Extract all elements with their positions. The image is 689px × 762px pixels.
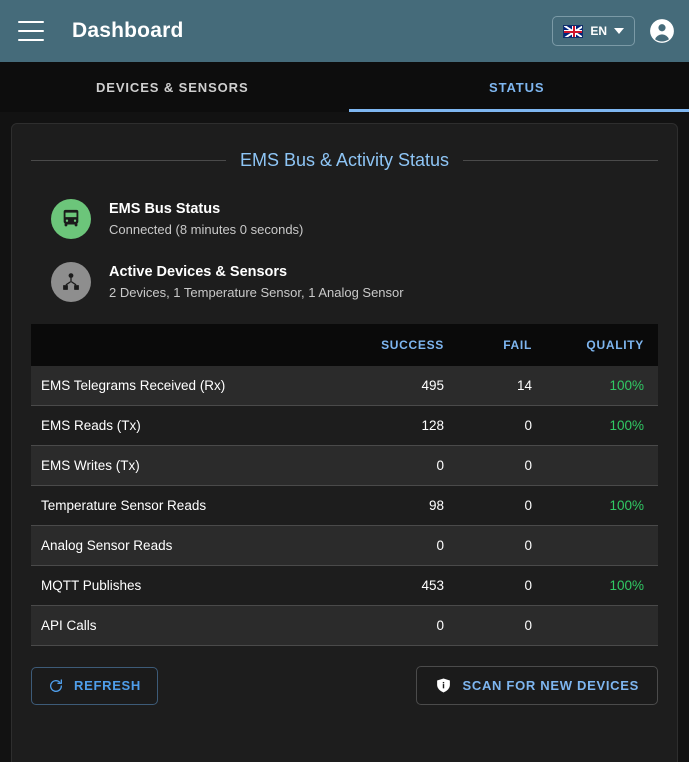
table-cell-quality: 100% [554, 405, 658, 447]
hamburger-menu-icon[interactable] [18, 21, 44, 41]
table-cell-success: 0 [354, 525, 462, 567]
table-cell-quality [554, 605, 658, 647]
status-row-ems-bus: EMS Bus Status Connected (8 minutes 0 se… [31, 199, 658, 240]
header-actions: EN [552, 16, 675, 46]
status-text-active-devices: Active Devices & Sensors 2 Devices, 1 Te… [109, 262, 404, 303]
table-cell-quality: 100% [554, 366, 658, 407]
table-header: SUCCESS FAIL QUALITY [31, 324, 658, 367]
table-cell-fail: 0 [462, 605, 554, 647]
table-row: API Calls 0 0 [31, 605, 658, 647]
scan-button-label: SCAN FOR NEW DEVICES [462, 678, 639, 694]
table-cell-success: 0 [354, 605, 462, 647]
table-row: EMS Writes (Tx) 0 0 [31, 445, 658, 487]
scan-for-new-devices-button[interactable]: SCAN FOR NEW DEVICES [416, 666, 658, 706]
status-card: EMS Bus & Activity Status EMS Bus Status… [11, 123, 678, 762]
language-label: EN [590, 24, 607, 38]
status-title: Active Devices & Sensors [109, 263, 288, 280]
column-header-name [31, 324, 354, 367]
table-cell-name: API Calls [31, 605, 354, 647]
table-body: EMS Telegrams Received (Rx) 495 14 100% EMS … [31, 366, 658, 647]
table-cell-name: EMS Telegrams Received (Rx) [31, 366, 354, 407]
table-cell-fail: 14 [462, 366, 554, 407]
device-hub-icon [51, 261, 91, 302]
table-row: Analog Sensor Reads 0 0 [31, 525, 658, 567]
status-list: EMS Bus Status Connected (8 minutes 0 se… [31, 199, 658, 302]
column-header-quality: QUALITY [554, 324, 658, 367]
table-cell-success: 495 [354, 366, 462, 407]
table-cell-name: EMS Reads (Tx) [31, 405, 354, 447]
table-cell-name: Analog Sensor Reads [31, 525, 354, 567]
table-cell-success: 0 [354, 445, 462, 487]
status-row-active-devices: Active Devices & Sensors 2 Devices, 1 Te… [31, 261, 658, 303]
page-title: Dashboard [72, 19, 184, 42]
table-cell-fail: 0 [462, 565, 554, 607]
shield-scan-icon [437, 678, 451, 693]
column-header-fail: FAIL [462, 324, 554, 367]
tab-status[interactable]: STATUS [345, 62, 689, 112]
table-cell-name: MQTT Publishes [31, 565, 354, 607]
card-legend: EMS Bus & Activity Status [31, 124, 659, 171]
table-cell-name: Temperature Sensor Reads [31, 485, 354, 527]
status-subtitle: Connected (8 minutes 0 seconds) [109, 222, 304, 238]
table-cell-quality [554, 525, 658, 567]
table-row: MQTT Publishes 453 0 100% [31, 565, 658, 607]
table-cell-fail: 0 [462, 405, 554, 447]
table-row: Temperature Sensor Reads 98 0 100% [31, 485, 658, 527]
table-cell-quality: 100% [554, 485, 658, 527]
legend-divider-left [31, 160, 226, 161]
refresh-button-label: REFRESH [74, 678, 142, 694]
table-cell-quality [554, 445, 658, 487]
table-cell-success: 128 [354, 405, 462, 447]
card-footer: REFRESH SCAN FOR NEW DEVICES [31, 666, 658, 706]
language-selector[interactable]: EN [552, 16, 635, 46]
activity-table: SUCCESS FAIL QUALITY EMS Telegrams Recei… [31, 324, 658, 647]
tab-devices-sensors[interactable]: DEVICES & SENSORS [95, 79, 249, 95]
table-cell-success: 98 [354, 485, 462, 527]
table-cell-fail: 0 [462, 525, 554, 567]
table-row: EMS Reads (Tx) 128 0 100% [31, 405, 658, 447]
status-text-ems-bus: EMS Bus Status Connected (8 minutes 0 se… [109, 199, 303, 240]
account-circle-icon[interactable] [649, 18, 675, 44]
bus-icon [51, 199, 91, 240]
table-row: EMS Telegrams Received (Rx) 495 14 100% [31, 366, 658, 407]
app-header: Dashboard EN [0, 0, 689, 62]
table-cell-name: EMS Writes (Tx) [31, 445, 354, 487]
table-cell-quality: 100% [554, 565, 658, 607]
table-cell-success: 453 [354, 565, 462, 607]
column-header-success: SUCCESS [354, 324, 462, 367]
card-title: EMS Bus & Activity Status [239, 150, 450, 170]
refresh-button[interactable]: REFRESH [31, 666, 159, 705]
legend-divider-right [463, 160, 659, 161]
status-subtitle: 2 Devices, 1 Temperature Sensor, 1 Analo… [109, 284, 404, 300]
chevron-down-icon [614, 28, 624, 34]
status-title: EMS Bus Status [109, 201, 221, 217]
table-cell-fail: 0 [462, 485, 554, 527]
table-cell-fail: 0 [462, 445, 554, 487]
refresh-icon [50, 678, 62, 692]
tab-bar: DEVICES & SENSORS STATUS [0, 62, 689, 112]
uk-flag-icon [563, 24, 584, 38]
